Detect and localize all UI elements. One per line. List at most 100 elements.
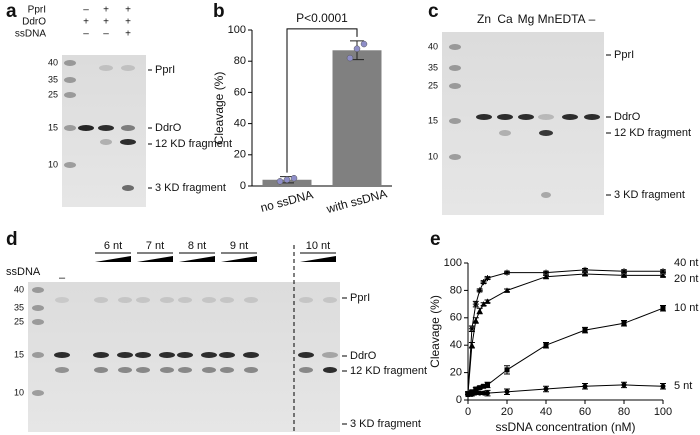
band-label: 3 KD fragment [155, 182, 226, 194]
gel-band [220, 297, 234, 303]
series-label: 10 nt [674, 302, 698, 314]
gel-band [243, 352, 259, 358]
lane-label: Mn [538, 12, 555, 26]
marker-label: 35 [48, 74, 58, 84]
x-tick-label: no ssDNA [259, 187, 315, 215]
marker [660, 383, 666, 389]
marker [504, 287, 510, 293]
y-tick-label: 0 [240, 180, 246, 192]
lane-label: Ca [497, 12, 513, 26]
gel-band [100, 139, 112, 145]
marker-label: 40 [14, 284, 24, 294]
marker-label: 25 [428, 80, 438, 90]
series-label: 5 nt [674, 380, 692, 392]
lane-sign: – [103, 29, 109, 40]
band-label: 3 KD fragment [614, 189, 685, 201]
series-line [467, 269, 663, 394]
series-label: 20 nt [674, 273, 698, 285]
marker [480, 301, 487, 307]
gel-band [136, 297, 150, 303]
marker [484, 298, 491, 304]
gel-band [178, 367, 192, 373]
marker [582, 270, 588, 277]
gel-band [160, 297, 174, 303]
gel-band [177, 352, 193, 358]
gel-band [584, 114, 600, 120]
gel-band [99, 65, 113, 71]
x-tick-label: 100 [654, 406, 672, 418]
data-point [276, 178, 284, 185]
lane-sign: – [83, 29, 89, 40]
data-point [283, 176, 291, 184]
marker [468, 325, 475, 332]
marker [472, 317, 479, 324]
gel-band [562, 114, 578, 120]
gel-band [32, 319, 44, 325]
x-tick-label: 40 [540, 406, 552, 418]
gel-band [32, 390, 44, 396]
band-label: PprI [350, 292, 370, 304]
gel-band [55, 297, 69, 303]
gel-band [202, 297, 216, 303]
marker-label: 35 [428, 62, 438, 72]
gel-band [78, 125, 94, 131]
gel-band [202, 367, 216, 373]
gel-band [541, 192, 551, 198]
y-tick-label: 60 [450, 312, 462, 324]
gel-band [64, 162, 76, 168]
gel-band [117, 352, 133, 358]
gel-band [32, 287, 44, 293]
marker [472, 301, 479, 308]
y-tick-label: 60 [234, 86, 246, 98]
gel-band [449, 118, 461, 124]
marker [582, 383, 588, 389]
marker-label: 10 [48, 159, 58, 169]
band-label: 12 KD fragment [614, 127, 691, 139]
gel-band [244, 297, 258, 303]
gel-band [94, 367, 108, 373]
wedge [95, 256, 131, 262]
series-label: 40 nt [674, 257, 698, 269]
data-point [360, 40, 368, 48]
marker [468, 342, 475, 348]
marker [504, 269, 510, 276]
marker [543, 273, 549, 280]
x-axis-label: ssDNA concentration (nM) [495, 420, 635, 434]
gel-band [244, 367, 258, 373]
marker [621, 268, 627, 275]
marker [543, 386, 549, 392]
marker [504, 367, 510, 373]
marker-label: 10 [428, 151, 438, 161]
marker [660, 272, 666, 278]
gel-band [32, 305, 44, 311]
panel-label: d [6, 229, 18, 250]
lane-label: EDTA [554, 12, 585, 26]
x-tick-label: 20 [501, 406, 513, 418]
gel-band [55, 367, 69, 373]
marker [660, 268, 666, 275]
marker [485, 382, 490, 388]
gel-band [299, 367, 313, 373]
y-tick-label: 80 [450, 284, 462, 296]
y-tick-label: 40 [450, 339, 462, 351]
row-label: ssDNA [6, 266, 41, 278]
y-tick-label: 100 [444, 257, 462, 269]
wedge [221, 256, 257, 262]
group-label: 8 nt [188, 240, 206, 252]
significance-bracket [286, 28, 358, 173]
gel-band [323, 367, 337, 373]
panel-label: a [6, 1, 17, 22]
condition-label: DdrO [22, 17, 46, 28]
band-label: 12 KD fragment [350, 365, 427, 377]
band-label: DdrO [350, 350, 377, 362]
series-line [467, 307, 664, 395]
marker [621, 382, 627, 388]
gel-band [159, 352, 175, 358]
marker-label: 40 [48, 57, 58, 67]
y-tick-label: 80 [234, 55, 246, 67]
wedge [179, 256, 215, 262]
marker [477, 385, 483, 391]
band-label: 12 KD fragment [155, 138, 232, 150]
condition-label: ssDNA [15, 29, 46, 40]
gel-band [201, 352, 217, 358]
